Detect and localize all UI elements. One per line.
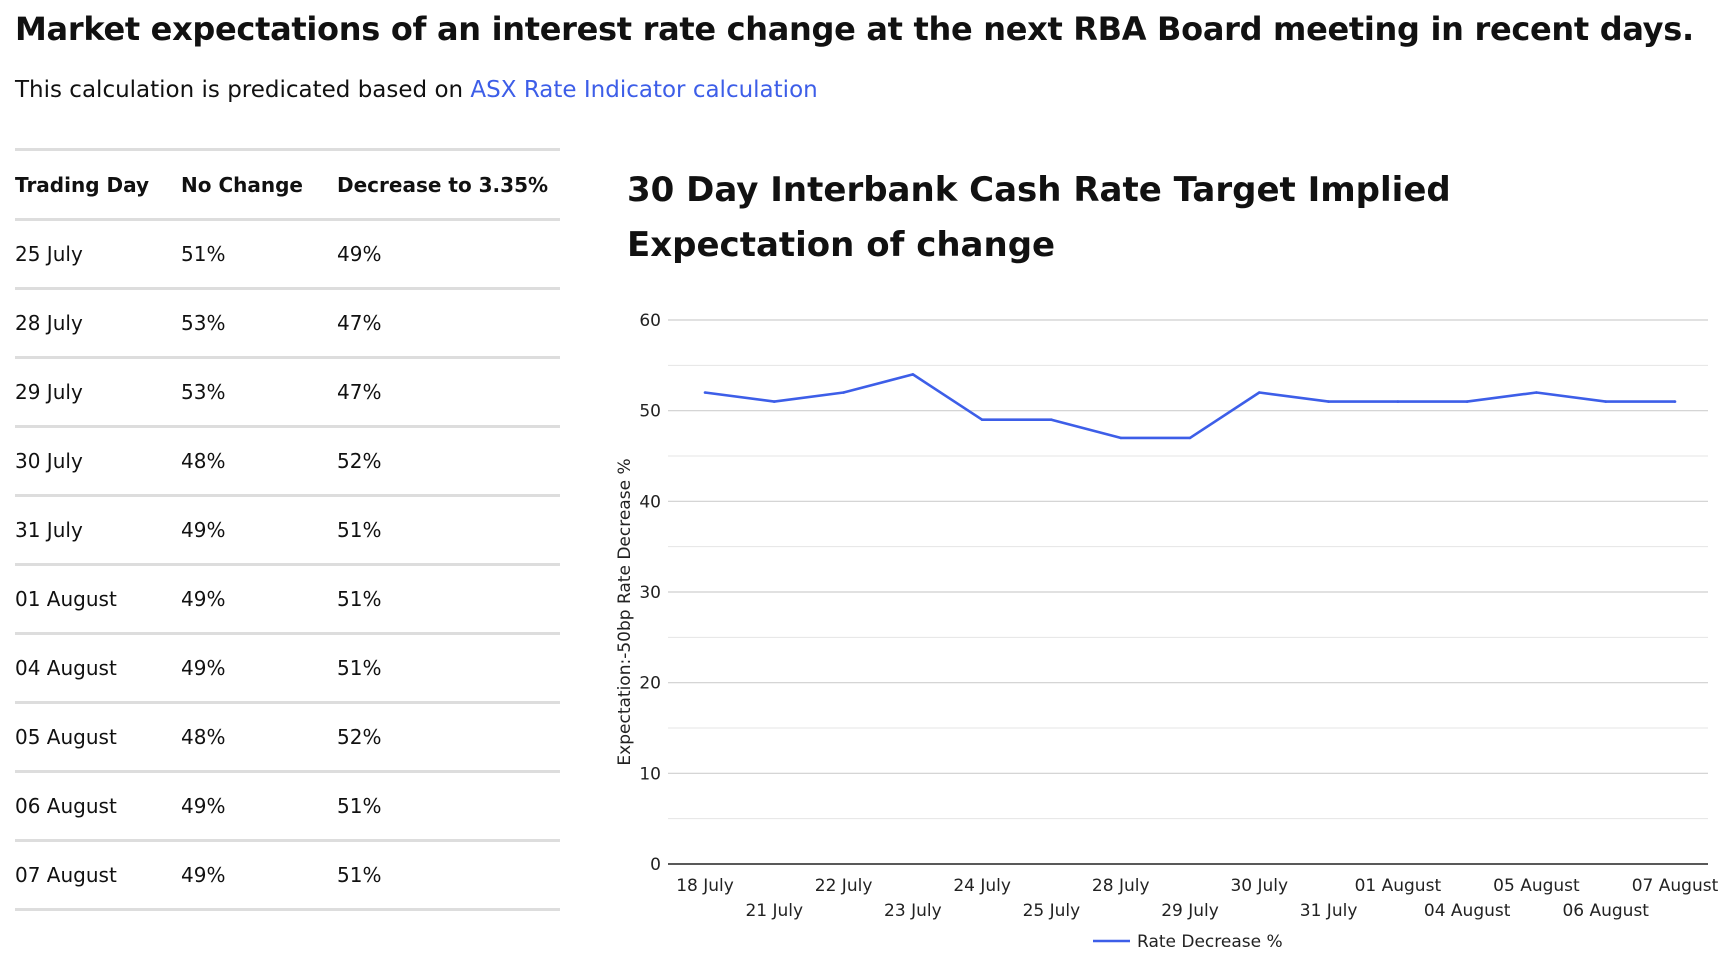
asx-rate-indicator-link[interactable]: ASX Rate Indicator calculation — [470, 77, 818, 103]
data-point — [1535, 391, 1538, 394]
cell-trading-day: 25 July — [15, 219, 181, 290]
table-header-row: Trading Day No Change Decrease to 3.35% — [15, 149, 560, 221]
y-tick-label: 60 — [639, 311, 661, 331]
cell-trading-day: 05 August — [15, 702, 181, 773]
x-tick-label: 25 July — [1023, 901, 1081, 921]
column-header-trading-day: Trading Day — [15, 149, 181, 221]
chart-title: 30 Day Interbank Cash Rate Target Implie… — [627, 170, 1451, 265]
table-row: 05 August 48% 52% — [15, 702, 560, 773]
table-row: 25 July 51% 49% — [15, 219, 560, 290]
cell-no-change: 49% — [181, 633, 337, 704]
cell-no-change: 49% — [181, 495, 337, 566]
x-tick-label: 07 August — [1632, 876, 1719, 896]
cell-trading-day: 30 July — [15, 426, 181, 497]
table-row: 31 July 49% 51% — [15, 495, 560, 566]
page-title: Market expectations of an interest rate … — [15, 10, 1694, 48]
cell-no-change: 49% — [181, 771, 337, 842]
cell-trading-day: 01 August — [15, 564, 181, 635]
x-tick-label: 05 August — [1493, 876, 1580, 896]
y-tick-label: 50 — [639, 402, 661, 422]
y-tick-label: 40 — [639, 492, 661, 512]
x-tick-label: 04 August — [1424, 901, 1511, 921]
x-tick-label: 30 July — [1230, 876, 1288, 896]
table-row: 30 July 48% 52% — [15, 426, 560, 497]
cell-decrease: 47% — [337, 357, 560, 428]
legend-label: Rate Decrease % — [1137, 932, 1283, 952]
data-point — [1257, 391, 1261, 394]
x-tick-label: 28 July — [1092, 876, 1150, 896]
cell-no-change: 49% — [181, 564, 337, 635]
data-point — [1604, 400, 1608, 403]
cell-no-change: 48% — [181, 702, 337, 773]
data-point — [911, 373, 915, 376]
x-tick-label: 23 July — [884, 901, 942, 921]
y-axis-title: Expectation:-50bp Rate Decrease % — [615, 458, 635, 765]
cell-decrease: 51% — [337, 840, 560, 911]
cell-decrease: 52% — [337, 702, 560, 773]
cell-trading-day: 07 August — [15, 840, 181, 911]
subtitle-text: This calculation is predicated based on — [15, 77, 471, 103]
cell-trading-day: 06 August — [15, 771, 181, 842]
series-line — [704, 373, 1675, 440]
y-tick-label: 0 — [650, 855, 661, 875]
x-tick-label: 22 July — [815, 876, 873, 896]
cell-no-change: 48% — [181, 426, 337, 497]
x-tick-label: 31 July — [1300, 901, 1358, 921]
y-tick-label: 10 — [639, 764, 661, 784]
column-header-no-change: No Change — [181, 149, 337, 221]
x-tick-label: 18 July — [676, 876, 734, 896]
y-tick-label: 30 — [639, 583, 661, 603]
data-point — [1050, 418, 1053, 422]
cell-decrease: 51% — [337, 564, 560, 635]
data-point — [1327, 400, 1330, 403]
y-tick-label: 20 — [639, 674, 661, 694]
table-row: 06 August 49% 51% — [15, 771, 560, 842]
cell-trading-day: 29 July — [15, 357, 181, 428]
cell-trading-day: 04 August — [15, 633, 181, 704]
data-point — [1188, 436, 1192, 440]
cell-no-change: 53% — [181, 357, 337, 428]
cell-decrease: 51% — [337, 495, 560, 566]
data-point — [703, 391, 707, 394]
cell-no-change: 51% — [181, 219, 337, 290]
x-tick-label: 29 July — [1161, 901, 1219, 921]
table-row: 01 August 49% 51% — [15, 564, 560, 635]
table-body: 25 July 51% 49% 28 July 53% 47% 29 July 53% 47% 3… — [15, 219, 560, 911]
data-point — [980, 418, 984, 422]
cell-trading-day: 31 July — [15, 495, 181, 566]
table-row: 28 July 53% 47% — [15, 288, 560, 359]
subtitle: This calculation is predicated based on … — [15, 77, 818, 103]
table-row: 04 August 49% 51% — [15, 633, 560, 704]
table-row: 29 July 53% 47% — [15, 357, 560, 428]
cell-decrease: 52% — [337, 426, 560, 497]
cell-no-change: 53% — [181, 288, 337, 359]
column-header-decrease: Decrease to 3.35% — [337, 149, 560, 221]
cell-decrease: 47% — [337, 288, 560, 359]
cell-no-change: 49% — [181, 840, 337, 911]
table-row: 07 August 49% 51% — [15, 840, 560, 911]
data-point — [1396, 400, 1400, 403]
x-tick-label: 06 August — [1562, 901, 1649, 921]
cell-decrease: 49% — [337, 219, 560, 290]
cell-decrease: 51% — [337, 771, 560, 842]
expectations-table: Trading Day No Change Decrease to 3.35% … — [15, 148, 560, 911]
data-point — [842, 391, 845, 394]
cell-trading-day: 28 July — [15, 288, 181, 359]
data-point — [1119, 436, 1123, 440]
x-tick-label: 21 July — [745, 901, 803, 921]
x-tick-label: 01 August — [1355, 876, 1442, 896]
data-point — [772, 400, 776, 403]
data-point — [1465, 400, 1469, 403]
x-tick-label: 24 July — [953, 876, 1011, 896]
cell-decrease: 51% — [337, 633, 560, 704]
data-point — [1673, 400, 1677, 403]
